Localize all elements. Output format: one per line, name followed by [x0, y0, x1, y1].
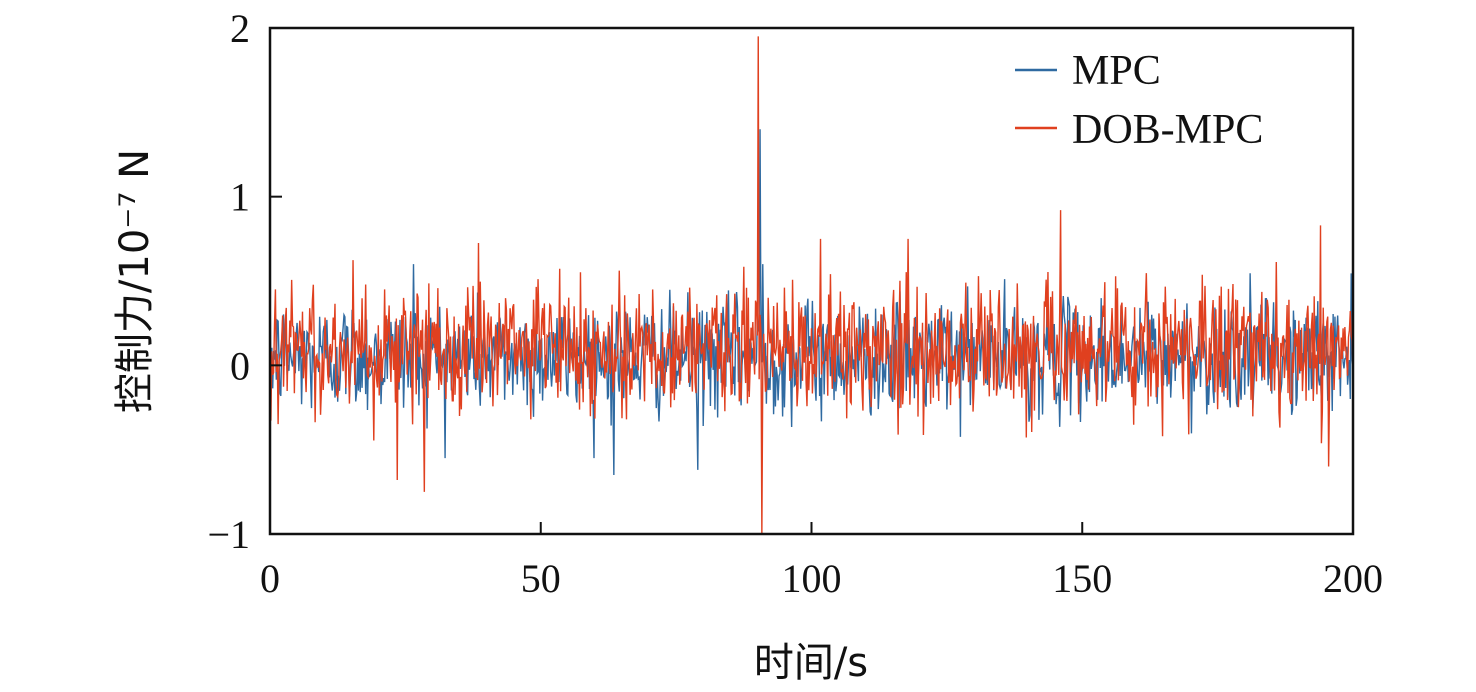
legend: MPC DOB-MPC — [1015, 48, 1263, 153]
x-tick-label: 200 — [1323, 556, 1383, 601]
series-line-mpc — [269, 129, 1354, 475]
x-axis-title: 时间/s — [754, 640, 868, 686]
y-tick-label: 1 — [230, 175, 250, 220]
y-axis-title: 控制力/10⁻⁷ N — [112, 149, 158, 413]
x-tick-label: 150 — [1052, 556, 1112, 601]
x-tick-label: 50 — [521, 556, 561, 601]
x-tick-label: 0 — [260, 556, 280, 601]
series-line-dob-mpc — [269, 36, 1354, 535]
y-tick-label: −1 — [207, 512, 250, 557]
legend-label-mpc: MPC — [1072, 48, 1161, 94]
x-tick-label: 100 — [782, 556, 842, 601]
y-tick-label: 0 — [230, 343, 250, 388]
y-tick-label: 2 — [230, 6, 250, 51]
plot-frame — [268, 26, 1355, 536]
series-layer — [269, 36, 1354, 535]
legend-label-dob-mpc: DOB-MPC — [1072, 107, 1263, 153]
